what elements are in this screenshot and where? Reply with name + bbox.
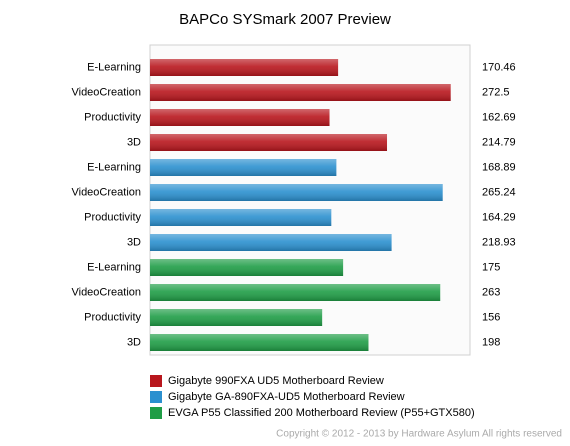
category-label: 3D bbox=[127, 336, 141, 348]
category-label: Productivity bbox=[84, 111, 141, 123]
legend-label: Gigabyte GA-890FXA-UD5 Motherboard Revie… bbox=[168, 391, 405, 403]
bar-shine bbox=[150, 159, 337, 176]
category-label: 3D bbox=[127, 136, 141, 148]
value-label: 214.79 bbox=[482, 136, 516, 148]
bar-shine bbox=[150, 84, 451, 101]
category-label: Productivity bbox=[84, 211, 141, 223]
value-label: 263 bbox=[482, 286, 500, 298]
bar-shine bbox=[150, 259, 344, 276]
value-label: 175 bbox=[482, 261, 500, 273]
bar-shine bbox=[150, 209, 332, 226]
category-label: E-Learning bbox=[87, 261, 141, 273]
value-label: 164.29 bbox=[482, 211, 516, 223]
bar-shine bbox=[150, 134, 388, 151]
legend-swatch bbox=[150, 407, 162, 419]
copyright: Copyright © 2012 - 2013 by Hardware Asyl… bbox=[276, 429, 562, 440]
bar-shine bbox=[150, 284, 441, 301]
value-label: 170.46 bbox=[482, 61, 516, 73]
bar-shine bbox=[150, 309, 323, 326]
category-label: VideoCreation bbox=[71, 186, 141, 198]
category-label: E-Learning bbox=[87, 161, 141, 173]
legend-swatch bbox=[150, 375, 162, 387]
category-label: Productivity bbox=[84, 311, 141, 323]
category-label: 3D bbox=[127, 236, 141, 248]
bar-shine bbox=[150, 184, 443, 201]
value-label: 272.5 bbox=[482, 86, 510, 98]
value-label: 218.93 bbox=[482, 236, 516, 248]
chart-title: BAPCo SYSmark 2007 Preview bbox=[179, 11, 391, 28]
bar-shine bbox=[150, 334, 369, 351]
value-label: 198 bbox=[482, 336, 500, 348]
legend-label: EVGA P55 Classified 200 Motherboard Revi… bbox=[168, 407, 475, 419]
value-label: 156 bbox=[482, 311, 500, 323]
bar-shine bbox=[150, 109, 330, 126]
legend-label: Gigabyte 990FXA UD5 Motherboard Review bbox=[168, 375, 384, 387]
value-label: 265.24 bbox=[482, 186, 516, 198]
category-label: VideoCreation bbox=[71, 86, 141, 98]
category-label: E-Learning bbox=[87, 61, 141, 73]
value-label: 168.89 bbox=[482, 161, 516, 173]
category-label: VideoCreation bbox=[71, 286, 141, 298]
bar-shine bbox=[150, 234, 392, 251]
value-label: 162.69 bbox=[482, 111, 516, 123]
legend-swatch bbox=[150, 391, 162, 403]
bar-shine bbox=[150, 59, 339, 76]
